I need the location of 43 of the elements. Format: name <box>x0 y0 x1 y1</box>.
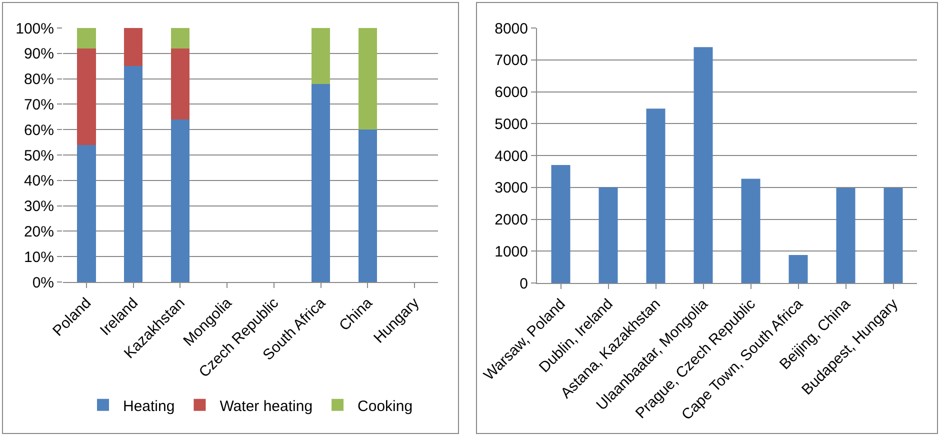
legend-label: Water heating <box>220 398 313 415</box>
y-tick-label: 0% <box>32 274 54 292</box>
y-tick-label: 6000 <box>494 84 528 101</box>
bar <box>694 47 713 283</box>
y-tick-label: 70% <box>24 96 54 114</box>
y-tick-label: 7000 <box>494 52 528 70</box>
y-tick-label: 8000 <box>494 20 528 38</box>
bar <box>551 165 570 283</box>
bar <box>124 66 143 282</box>
y-tick-label: 100% <box>16 20 54 38</box>
bar <box>77 48 96 145</box>
bar <box>77 28 96 48</box>
bar <box>170 119 190 282</box>
bar <box>836 188 856 283</box>
y-tick-label: 2000 <box>494 212 528 228</box>
y-tick-label: 0 <box>520 275 528 292</box>
y-tick-label: 5000 <box>494 116 528 133</box>
bar <box>311 28 330 84</box>
y-tick-label: 10% <box>24 248 54 266</box>
bar <box>788 254 808 283</box>
bar <box>77 144 96 282</box>
y-tick-label: 60% <box>24 122 54 139</box>
bar <box>311 84 330 282</box>
y-tick-label: 40% <box>24 172 54 190</box>
y-tick-label: 50% <box>24 147 54 164</box>
y-tick-label: 4000 <box>494 148 528 165</box>
bar <box>884 188 903 283</box>
y-tick-label: 90% <box>24 46 54 63</box>
bar <box>170 48 190 120</box>
bar <box>170 28 190 48</box>
bar <box>598 187 618 283</box>
y-tick-label: 20% <box>24 223 54 240</box>
bar <box>358 28 378 130</box>
y-tick-label: 3000 <box>494 180 528 197</box>
legend-label: Heating <box>123 398 175 415</box>
y-tick-label: 30% <box>24 198 54 216</box>
bar <box>646 108 666 283</box>
bar <box>358 130 378 282</box>
legend-label: Cooking <box>358 398 413 415</box>
bar <box>124 28 143 66</box>
y-tick-label: 1000 <box>494 243 528 260</box>
bar <box>741 178 760 283</box>
y-tick-label: 80% <box>24 71 54 88</box>
